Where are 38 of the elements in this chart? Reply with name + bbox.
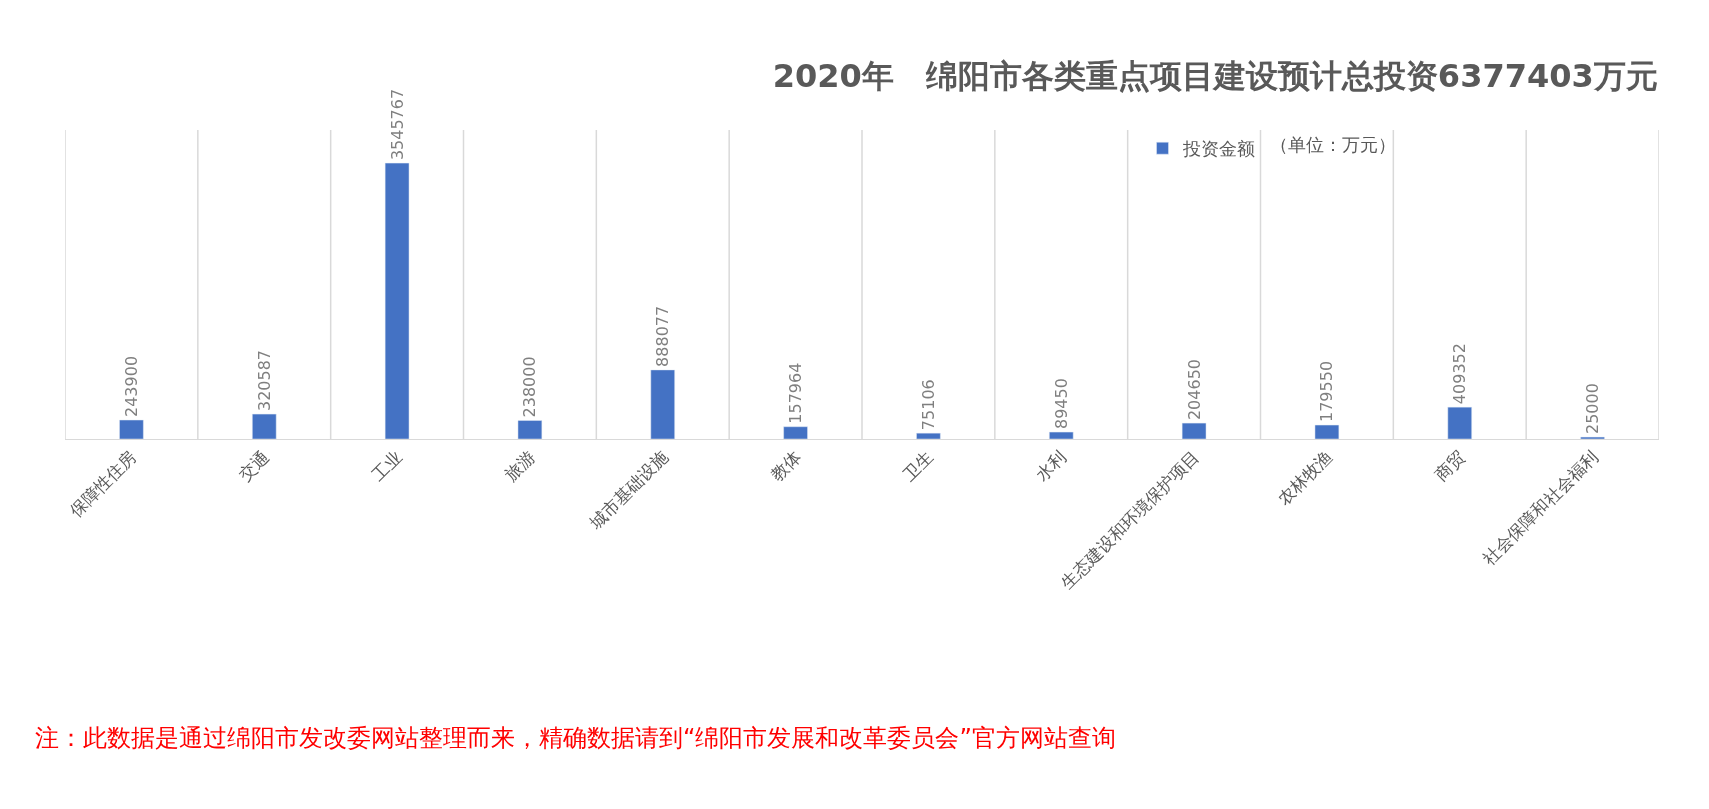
chart-title: 2020年 绵阳市各类重点项目建设预计总投资6377403万元 xyxy=(772,57,1658,96)
text: （单位：万元） xyxy=(1270,134,1396,155)
data-label: 157964 xyxy=(786,362,806,424)
bar xyxy=(384,162,410,439)
text: 注：此数据是通过绵阳市发改委网站整理而来，精确数据请到“绵阳市发展和改革委员会”官方网站查询 xyxy=(35,724,1116,752)
data-label: 888077 xyxy=(653,305,673,367)
data-label: 243900 xyxy=(121,355,141,418)
bar xyxy=(916,432,941,439)
data-label: 320587 xyxy=(254,349,274,412)
legend-label: 投资金额 xyxy=(1181,138,1255,160)
x-tick-label: 工业 xyxy=(367,446,406,485)
bar xyxy=(517,420,543,439)
bar xyxy=(1314,424,1340,439)
x-tick-label: 社会保障和社会福利 xyxy=(1479,446,1602,569)
x-tick-label: 卫生 xyxy=(899,446,938,485)
x-tick-label: 保障性住房 xyxy=(66,446,141,521)
data-label: 409352 xyxy=(1450,343,1470,405)
data-label: 204650 xyxy=(1184,359,1204,421)
x-tick-label: 商贸 xyxy=(1430,446,1469,485)
data-label: 25000 xyxy=(1583,383,1603,435)
data-label: 75106 xyxy=(918,379,938,431)
bar xyxy=(252,413,277,439)
data-label: 238000 xyxy=(520,356,540,418)
data-label: 89450 xyxy=(1051,378,1071,430)
data-label: 3545767 xyxy=(387,88,407,161)
bar xyxy=(783,426,808,439)
bar xyxy=(1049,431,1074,439)
x-tick-label: 城市基础设施 xyxy=(584,446,672,534)
x-tick-label: 交通 xyxy=(234,446,274,485)
x-tick-label: 农林牧渔 xyxy=(1273,446,1336,509)
x-tick-label: 教体 xyxy=(766,446,805,485)
x-tick-label: 水利 xyxy=(1031,446,1071,485)
data-label: 179550 xyxy=(1317,360,1337,423)
bar xyxy=(650,369,675,439)
bar xyxy=(1181,422,1207,439)
bar xyxy=(1447,406,1472,439)
x-tick-label: 旅游 xyxy=(500,446,539,485)
bar xyxy=(119,419,144,439)
